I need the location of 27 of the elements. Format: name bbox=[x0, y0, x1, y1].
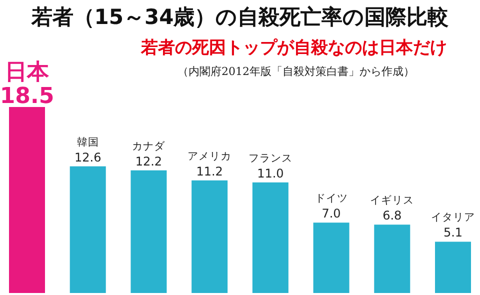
bar bbox=[252, 182, 288, 293]
data-label: 11.0 bbox=[257, 166, 284, 180]
bar bbox=[435, 242, 471, 293]
x-tick-label: カナダ bbox=[132, 140, 166, 152]
data-label: 11.2 bbox=[196, 164, 223, 178]
x-tick-label: フランス bbox=[248, 152, 292, 164]
bar bbox=[192, 180, 228, 293]
bar bbox=[130, 170, 167, 293]
bar bbox=[313, 222, 350, 293]
data-label: 6.8 bbox=[382, 208, 402, 223]
x-tick-label: イタリア bbox=[431, 212, 475, 224]
x-tick-label: ドイツ bbox=[314, 192, 348, 205]
bar bbox=[9, 107, 45, 293]
data-label: 5.1 bbox=[443, 226, 463, 240]
chart-subtitle: 若者の死因トップが自殺なのは日本だけ bbox=[140, 38, 447, 58]
data-label: 12.2 bbox=[135, 154, 162, 168]
text: （内閣府2012年版「自殺対策白書」から作成） bbox=[178, 65, 414, 78]
data-label: 7.0 bbox=[322, 206, 341, 221]
data-label: 18.5 bbox=[0, 84, 54, 109]
x-tick-label: イギリス bbox=[370, 194, 414, 207]
x-tick-label: アメリカ bbox=[188, 150, 232, 162]
bar bbox=[374, 224, 410, 293]
chart-title: 若者（15～34歳）の自殺死亡率の国際比較 bbox=[30, 5, 450, 29]
bar bbox=[70, 166, 106, 293]
x-tick-label: 韓国 bbox=[76, 135, 99, 148]
data-label: 12.6 bbox=[74, 150, 102, 164]
x-tick-label: 日本 bbox=[5, 60, 50, 85]
